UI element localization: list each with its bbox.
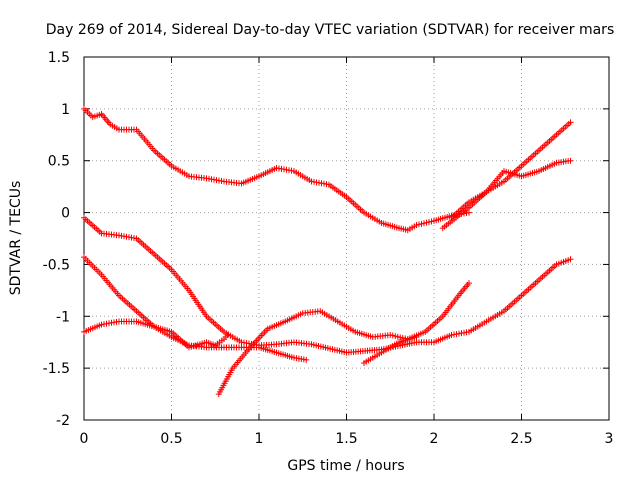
x-tick-label: 2 bbox=[430, 431, 439, 447]
chart-title: Day 269 of 2014, Sidereal Day-to-day VTE… bbox=[46, 22, 614, 38]
grid bbox=[84, 57, 609, 420]
x-tick-label: 0 bbox=[80, 431, 89, 447]
axis-ticks: 0 0.5 1 1.5 2 2.5 3 -2 -1.5 -1 -0.5 0 0.5 1 1.5 bbox=[43, 50, 614, 447]
y-tick-label: -2 bbox=[56, 413, 70, 429]
series-track-1 bbox=[81, 105, 472, 234]
series-track-4 bbox=[81, 214, 574, 356]
data-point bbox=[303, 356, 310, 363]
y-tick-label: 0.5 bbox=[48, 154, 70, 170]
data-point bbox=[466, 280, 472, 287]
y-tick-label: 1 bbox=[61, 102, 70, 118]
y-tick-label: -0.5 bbox=[43, 257, 70, 273]
x-tick-label: 2.5 bbox=[510, 431, 532, 447]
data-point bbox=[567, 256, 574, 263]
series-track-3 bbox=[448, 119, 574, 221]
data-point bbox=[224, 331, 231, 338]
x-tick-label: 1 bbox=[255, 431, 264, 447]
data-point bbox=[466, 209, 472, 216]
x-tick-label: 0.5 bbox=[160, 431, 182, 447]
series-track-6 bbox=[81, 318, 231, 351]
y-tick-label: 0 bbox=[61, 206, 70, 222]
series-track-8 bbox=[361, 334, 420, 366]
series-track-2 bbox=[439, 157, 574, 232]
data-point bbox=[567, 157, 574, 164]
data-point bbox=[567, 119, 574, 126]
data-point bbox=[413, 334, 420, 341]
y-axis-label: SDTVAR / TECUs bbox=[8, 181, 24, 296]
x-tick-label: 1.5 bbox=[335, 431, 357, 447]
x-tick-label: 3 bbox=[605, 431, 614, 447]
y-tick-label: -1 bbox=[56, 309, 70, 325]
y-tick-label: -1.5 bbox=[43, 361, 70, 377]
y-tick-label: 1.5 bbox=[48, 50, 70, 66]
data-markers bbox=[81, 105, 574, 398]
x-axis-label: GPS time / hours bbox=[287, 458, 404, 474]
